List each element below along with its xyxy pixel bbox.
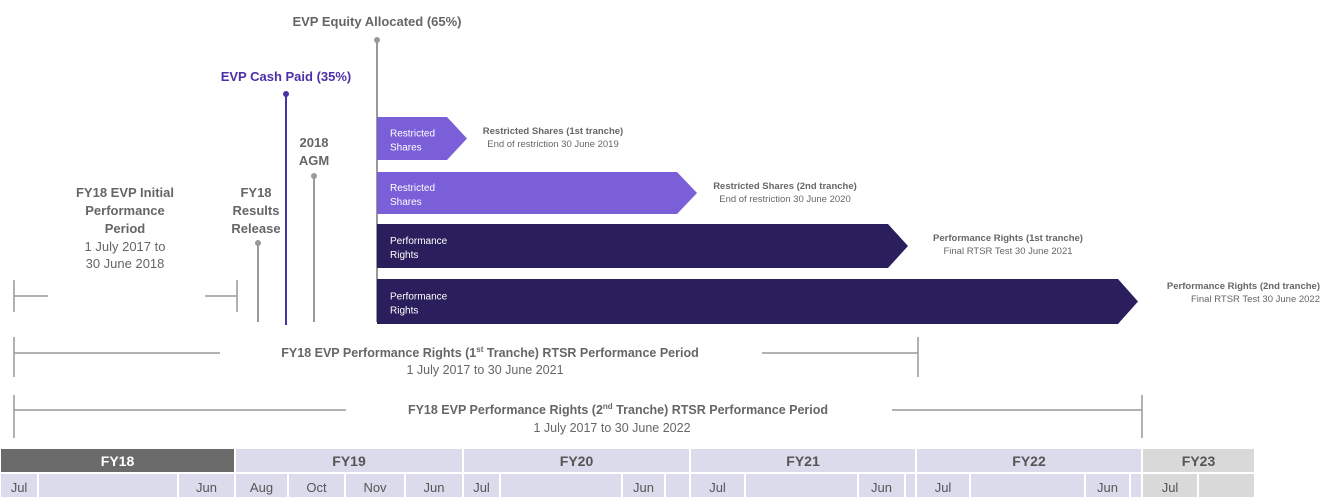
month-label: Jul [935,480,952,495]
tranche-arrow [377,172,697,214]
arrow-label: Performance [390,236,448,247]
arrow-label: Performance [390,292,448,303]
month-cell [37,472,179,497]
year-label: FY20 [560,453,594,469]
year-label: FY22 [1012,453,1046,469]
month-label: Jun [633,480,654,495]
tranche-arrow [377,279,1138,324]
month-cell [1084,472,1131,497]
month-cell [857,472,906,497]
month-cell [664,472,691,497]
arrow-label: Rights [390,250,418,261]
month-label: Jul [11,480,28,495]
month-label: Jun [196,480,217,495]
month-cell [969,472,1086,497]
initial-dates: 1 July 2017 to [85,239,166,254]
results-label: Release [231,221,280,236]
tranche-title: Restricted Shares (1st tranche) [483,126,623,137]
cash-label: EVP Cash Paid (35%) [221,69,352,84]
initial-dates: 30 June 2018 [86,256,165,271]
tranche-arrow [377,117,467,160]
initial-title: FY18 EVP Initial [76,185,174,200]
tranche-title: Performance Rights (2nd tranche) [1167,281,1320,292]
month-label: Jun [1097,480,1118,495]
month-cell [915,472,971,497]
year-cell [234,447,464,474]
rtsr-dates: 1 July 2017 to 30 June 2021 [406,363,563,377]
month-cell [499,472,623,497]
tranche-title: Restricted Shares (2nd tranche) [713,181,857,192]
tranche-detail: End of restriction 30 June 2019 [487,139,619,150]
agm-dot [311,173,317,179]
rtsr-dates: 1 July 2017 to 30 June 2022 [533,421,690,435]
year-label: FY18 [101,453,135,469]
year-label: FY21 [786,453,820,469]
arrow-label: Restricted [390,129,435,140]
month-label: Jul [473,480,490,495]
year-cell [1141,447,1256,474]
year-label: FY19 [332,453,366,469]
results-dot [255,240,261,246]
month-label: Oct [306,480,327,495]
month-cell [1129,472,1143,497]
tranche-detail: Final RTSR Test 30 June 2022 [1191,294,1320,305]
month-cell [1197,472,1256,497]
month-cell [744,472,859,497]
arrow-label: Restricted [390,183,435,194]
tranche-title: Performance Rights (1st tranche) [933,233,1083,244]
month-label: Jun [424,480,445,495]
initial-title: Period [105,221,146,236]
year-label: FY23 [1182,453,1216,469]
rtsr-bracket [13,337,1143,438]
tranche-arrow [377,224,908,268]
arrow-label: Shares [390,197,422,208]
results-label: FY18 [240,185,271,200]
initial-title: Performance [85,203,164,218]
month-label: Jun [871,480,892,495]
rtsr-title: FY18 EVP Performance Rights (2nd Tranche… [408,402,828,417]
year-cell [915,447,1143,474]
year-cell [689,447,917,474]
month-label: Nov [363,480,387,495]
arrow-label: Shares [390,143,422,154]
month-cell [404,472,464,497]
tranche-detail: Final RTSR Test 30 June 2021 [943,246,1072,257]
month-cell [689,472,746,497]
tranche-detail: End of restriction 30 June 2020 [719,194,851,205]
rtsr-title: FY18 EVP Performance Rights (1st Tranche… [281,345,698,360]
month-label: Jul [1162,480,1179,495]
results-label: Results [233,203,280,218]
cash-dot [283,91,289,97]
month-label: Aug [250,480,273,495]
equity-dot [374,37,380,43]
arrow-label: Rights [390,306,418,317]
equity-label: EVP Equity Allocated (65%) [292,14,461,29]
agm-label: 2018 [300,135,329,150]
agm-label: AGM [299,153,329,168]
month-label: Jul [709,480,726,495]
initial-bracket [13,280,238,312]
month-cell [904,472,917,497]
